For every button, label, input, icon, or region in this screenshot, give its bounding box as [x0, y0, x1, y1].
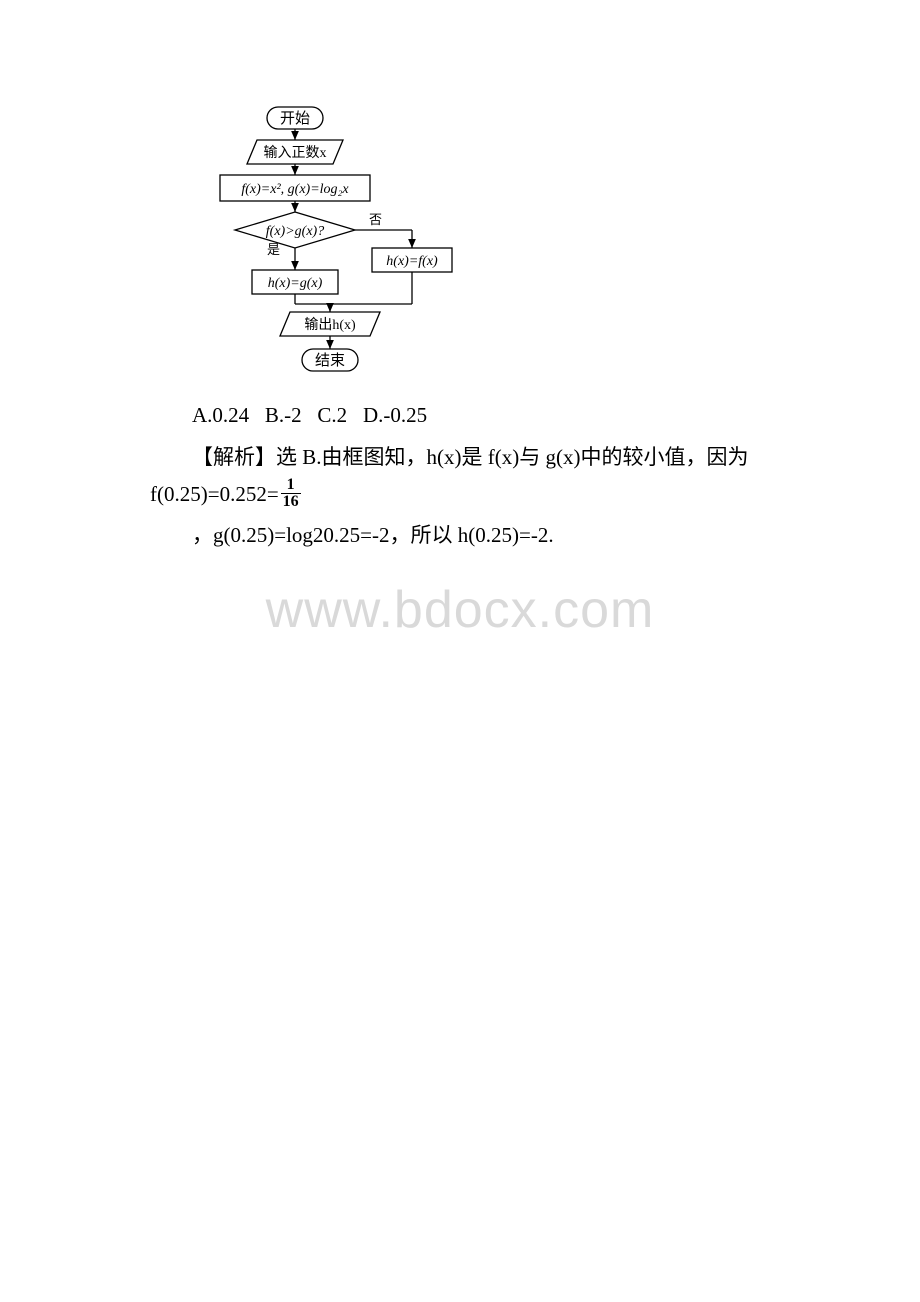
watermark: www.bdocx.com: [0, 580, 920, 640]
option-d: D.-0.25: [363, 403, 427, 427]
option-a: A.0.24: [192, 403, 249, 427]
svg-text:结束: 结束: [315, 352, 345, 369]
option-c: C.2: [317, 403, 347, 427]
svg-text:是: 是: [267, 242, 280, 257]
explanation-line-1b: f(0.25)=0.252=116: [150, 477, 820, 513]
svg-text:输出h(x): 输出h(x): [304, 317, 356, 333]
explanation-line-2: ，g(0.25)=log20.25=-2，所以 h(0.25)=-2.: [150, 518, 820, 553]
explanation-line-1a: 【解析】选 B.由框图知，h(x)是 f(x)与 g(x)中的较小值，因为: [150, 440, 820, 475]
fraction-numerator: 1: [281, 477, 301, 494]
explanation-text-1b: f(0.25)=0.252=: [150, 482, 279, 506]
fraction: 116: [281, 477, 301, 510]
fraction-denominator: 16: [281, 494, 301, 510]
answer-options: A.0.24 B.-2 C.2 D.-0.25: [150, 403, 820, 428]
svg-text:h(x)=f(x): h(x)=f(x): [386, 254, 438, 269]
flowchart: 开始输入正数x f(x)=x², g(x)=log₂x f(x)>g(x)? h(x)…: [190, 100, 820, 385]
svg-text:否: 否: [369, 212, 382, 227]
svg-text:开始: 开始: [280, 110, 310, 127]
svg-text:f(x)=x², g(x)=log₂x: f(x)=x², g(x)=log₂x: [241, 182, 349, 197]
option-b: B.-2: [265, 403, 302, 427]
svg-text:f(x)>g(x)?: f(x)>g(x)?: [266, 224, 324, 239]
svg-text:h(x)=g(x): h(x)=g(x): [268, 276, 323, 291]
svg-text:输入正数x: 输入正数x: [264, 145, 327, 161]
flowchart-svg: 开始输入正数x f(x)=x², g(x)=log₂x f(x)>g(x)? h(x)…: [190, 100, 460, 380]
